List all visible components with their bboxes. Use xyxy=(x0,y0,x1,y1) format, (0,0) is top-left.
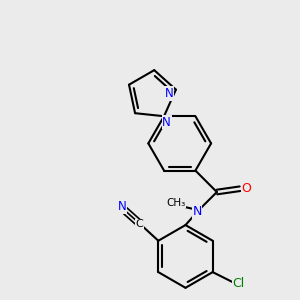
Text: N: N xyxy=(118,200,126,213)
Text: N: N xyxy=(192,205,202,218)
Text: C: C xyxy=(135,219,143,229)
Text: N: N xyxy=(165,87,174,100)
Text: CH₃: CH₃ xyxy=(166,198,185,208)
Text: O: O xyxy=(242,182,251,195)
Text: Cl: Cl xyxy=(232,277,244,290)
Text: N: N xyxy=(162,116,171,129)
